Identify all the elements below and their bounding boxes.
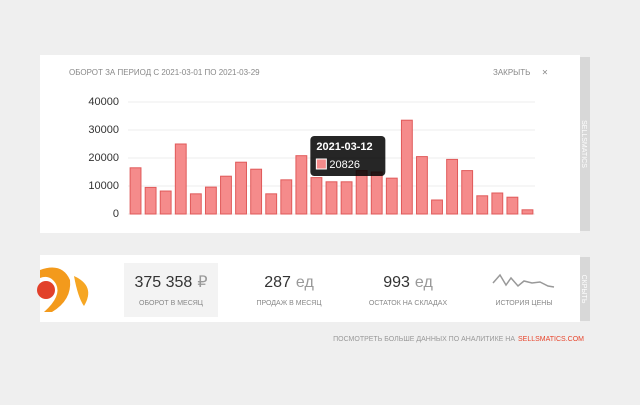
y-tick-label: 40000 — [88, 96, 119, 108]
bar — [250, 168, 263, 215]
y-tick-label: 30000 — [88, 124, 119, 136]
stat-label: ОСТАТОК НА СКЛАДАХ — [369, 300, 448, 307]
side-strip[interactable] — [578, 57, 590, 231]
side-strip[interactable] — [578, 257, 590, 321]
bar — [461, 170, 474, 215]
bar — [265, 193, 278, 215]
stat-number: 287 — [264, 274, 291, 291]
y-tick-label: 20000 — [88, 152, 119, 164]
tooltip-swatch — [315, 158, 327, 170]
logo-shape — [37, 281, 55, 299]
close-icon[interactable]: × — [542, 68, 548, 79]
y-tick-label: 0 — [113, 208, 119, 220]
bar — [204, 186, 217, 215]
logo — [37, 267, 89, 312]
bar — [506, 196, 519, 215]
stat-value: 993 ед — [383, 274, 433, 291]
stat-unit: ед — [296, 274, 315, 291]
logo-shape — [74, 276, 89, 306]
bar — [400, 119, 413, 215]
hide-label[interactable]: СКРЫТЬ — [580, 275, 587, 304]
bar — [431, 199, 443, 215]
stat-value: 287 ед — [264, 274, 314, 291]
side-label: SELLSMATICS — [580, 120, 587, 168]
chart: 0 10000 20000 30000 40000 2021-03-12 20826 — [88, 96, 535, 220]
stat-number: 993 — [383, 274, 410, 291]
bar — [340, 181, 353, 215]
bar — [189, 193, 202, 215]
bar — [220, 175, 232, 215]
bar — [476, 195, 489, 215]
bar — [310, 177, 323, 215]
bar — [491, 192, 504, 215]
bar — [129, 167, 142, 215]
stat-unit: ₽ — [197, 274, 207, 291]
close-button[interactable]: ЗАКРЫТЬ — [493, 68, 530, 77]
logo-shape — [40, 267, 71, 312]
footer-text: ПОСМОТРЕТЬ БОЛЬШЕ ДАННЫХ ПО АНАЛИТИКЕ НА — [333, 336, 515, 343]
stat-label: ПРОДАЖ В МЕСЯЦ — [256, 300, 322, 307]
bar — [355, 170, 368, 215]
price-sparkline — [492, 273, 555, 288]
bar — [370, 171, 383, 215]
stat-value: 375 358 ₽ — [134, 274, 207, 291]
bar — [144, 186, 157, 215]
stat-unit: ед — [415, 274, 434, 291]
bar — [416, 156, 428, 215]
bar — [325, 181, 338, 215]
bar — [159, 190, 172, 215]
bar — [295, 155, 308, 215]
y-tick-label: 10000 — [88, 180, 119, 192]
stat-number: 375 358 — [134, 274, 192, 291]
history-label: ИСТОРИЯ ЦЕНЫ — [495, 300, 552, 307]
bar — [280, 179, 293, 215]
bar — [235, 161, 247, 215]
bar — [521, 209, 534, 215]
panel-title: ОБОРОТ ЗА ПЕРИОД С 2021-03-01 ПО 2021-03… — [69, 68, 260, 77]
bar — [174, 143, 187, 215]
tooltip-title: 2021-03-12 — [316, 141, 372, 153]
stats: 375 358 ₽ ОБОРОТ В МЕСЯЦ 287 ед ПРОДАЖ В МЕСЯ… — [134, 274, 447, 307]
tooltip-value: 20826 — [329, 159, 360, 171]
stat-highlight — [124, 263, 218, 317]
bar — [446, 158, 459, 215]
bar — [385, 177, 398, 215]
tooltip — [310, 136, 386, 176]
footer-link[interactable]: SELLSMATICS.COM — [518, 336, 584, 343]
stat-label: ОБОРОТ В МЕСЯЦ — [139, 300, 204, 307]
